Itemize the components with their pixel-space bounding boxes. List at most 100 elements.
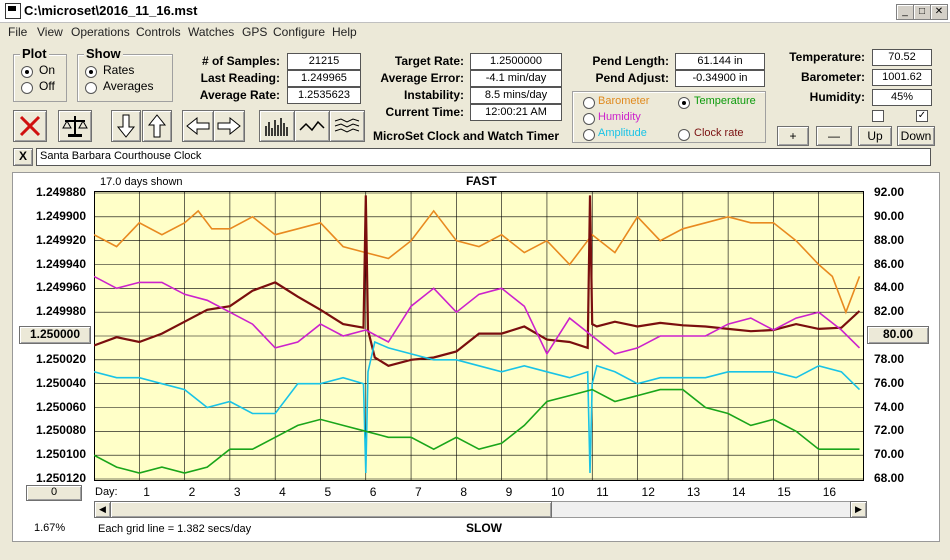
down-arrow-button[interactable] (111, 110, 141, 142)
right-tick-label: 78.00 (874, 351, 905, 366)
arrow-left-icon (186, 116, 210, 136)
arrow-up-icon (147, 114, 167, 138)
amplitude-radio[interactable] (583, 129, 595, 141)
humidity-radio[interactable] (583, 113, 595, 125)
left-tick-label: 1.249880 (35, 185, 86, 199)
day-tick-label: 4 (279, 485, 286, 499)
left-tick-label: 1.249980 (35, 304, 86, 319)
current-time-label: Current Time: (385, 105, 464, 119)
plot-on-radio[interactable] (21, 66, 33, 78)
clock-rate-option-label: Clock rate (694, 127, 744, 139)
day-tick-label: 10 (550, 485, 565, 499)
minimize-button[interactable]: _ (896, 4, 914, 20)
menu-gps[interactable]: GPS (242, 25, 268, 39)
zero-button[interactable]: 0 (26, 485, 82, 501)
current-time-value: 12:00:21 AM (470, 104, 562, 121)
menu-file[interactable]: File (8, 25, 28, 39)
menu-configure[interactable]: Configure (273, 25, 326, 39)
scroll-thumb[interactable] (110, 501, 552, 518)
left-arrow-button[interactable] (182, 110, 214, 142)
bars-button[interactable] (259, 110, 295, 142)
right-tick-label: 68.00 (874, 471, 905, 485)
close-clock-button[interactable]: X (13, 148, 33, 166)
series-line-4 (94, 388, 860, 474)
line-button[interactable] (294, 110, 330, 142)
plus-button[interactable]: + (777, 126, 809, 146)
barometer-option-label: Barometer (598, 95, 650, 107)
percent-label: 1.67% (34, 522, 66, 534)
plot-off-radio[interactable] (21, 82, 33, 94)
last-reading-value: 1.249965 (287, 70, 361, 87)
checkbox-1[interactable] (872, 110, 884, 122)
instability-value: 8.5 mins/day (470, 87, 562, 104)
red-x-icon (19, 115, 41, 137)
target-rate-label: Target Rate: (394, 54, 464, 68)
minus-button[interactable]: — (816, 126, 852, 146)
days-shown-label: 17.0 days shown (100, 176, 183, 188)
menu-controls[interactable]: Controls (136, 25, 181, 39)
menu-bar: File View Operations Controls Watches GP… (0, 23, 950, 41)
left-tick-label: 1.250120 (35, 471, 86, 485)
scroll-left-button[interactable]: ◀ (94, 501, 111, 518)
right-tick-label: 90.00 (874, 208, 905, 223)
humidity-option-label: Humidity (598, 111, 641, 123)
up-arrow-button[interactable] (142, 110, 172, 142)
arrow-down-icon (116, 114, 136, 138)
grid-note: Each grid line = 1.382 secs/day (98, 523, 252, 535)
average-rate-label: Average Rate: (199, 88, 280, 102)
clock-name-field[interactable]: Santa Barbara Courthouse Clock (36, 148, 931, 166)
day-tick-label: 11 (596, 485, 609, 499)
day-tick-label: 9 (505, 485, 513, 499)
samples-label: # of Samples: (201, 54, 280, 68)
menu-view[interactable]: View (37, 25, 63, 39)
temperature-radio[interactable] (678, 97, 690, 109)
checkbox-2[interactable]: ✓ (916, 110, 928, 122)
day-tick-label: 6 (369, 485, 377, 499)
right-tick-label: 84.00 (874, 280, 905, 295)
up-button[interactable]: Up (858, 126, 892, 146)
right-tick-label: 88.00 (874, 232, 905, 247)
close-window-button[interactable]: ✕ (930, 4, 948, 20)
scroll-right-button[interactable]: ▶ (850, 501, 867, 518)
balance-button[interactable] (58, 110, 92, 142)
center-rate-button[interactable]: 1.250000 (19, 326, 91, 344)
maximize-button[interactable]: □ (913, 4, 931, 20)
right-tick-label: 76.00 (874, 375, 905, 390)
menu-help[interactable]: Help (332, 25, 357, 39)
plot-off-label: Off (39, 79, 55, 93)
left-tick-label: 1.249940 (35, 256, 86, 271)
title-bar: C:\microset\2016_11_16.mst _ □ ✕ (0, 0, 950, 23)
plot-group-title: Plot (20, 46, 49, 61)
pend-length-value: 61.144 in (675, 53, 765, 70)
pend-adjust-label: Pend Adjust: (595, 71, 669, 85)
multi-line-button[interactable] (329, 110, 365, 142)
pend-length-label: Pend Length: (592, 54, 669, 68)
show-averages-radio[interactable] (85, 82, 97, 94)
show-rates-radio[interactable] (85, 66, 97, 78)
center-temp-button[interactable]: 80.00 (867, 326, 929, 344)
barometer-label: Barometer: (800, 70, 865, 84)
right-tick-label: 92.00 (874, 185, 905, 199)
barometer-radio[interactable] (583, 97, 595, 109)
day-tick-label: 14 (732, 485, 746, 499)
app-icon (5, 3, 21, 19)
clock-rate-radio[interactable] (678, 129, 690, 141)
menu-operations[interactable]: Operations (71, 25, 130, 39)
right-tick-label: 70.00 (874, 447, 905, 462)
right-arrow-button[interactable] (213, 110, 245, 142)
day-axis-label: Day: (95, 486, 118, 498)
window-title: C:\microset\2016_11_16.mst (24, 3, 198, 18)
samples-value: 21215 (287, 53, 361, 70)
show-group-title: Show (84, 46, 123, 61)
menu-watches[interactable]: Watches (188, 25, 235, 39)
clear-button[interactable] (13, 110, 47, 142)
scale-icon (62, 116, 88, 137)
day-tick-label: 12 (641, 485, 655, 499)
left-tick-label: 1.249960 (35, 280, 86, 295)
down-button[interactable]: Down (897, 126, 935, 146)
day-tick-label: 16 (822, 485, 837, 499)
left-tick-label: 1.250080 (35, 423, 86, 438)
show-group (77, 54, 173, 102)
average-rate-value: 1.2535623 (287, 87, 361, 104)
right-tick-label: 72.00 (874, 423, 905, 438)
